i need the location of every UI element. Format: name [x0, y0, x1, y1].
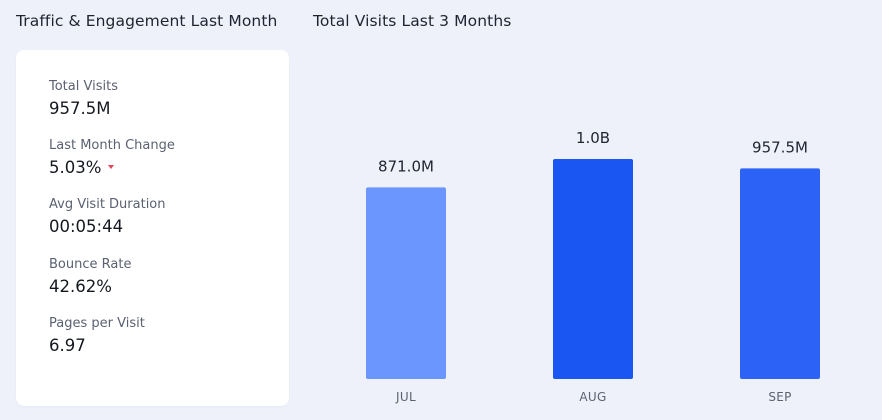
metrics-card: Total Visits 957.5M Last Month Change 5.… [16, 50, 289, 406]
metric-label: Bounce Rate [49, 257, 132, 272]
bar-jul[interactable] [366, 187, 446, 379]
bar-aug[interactable] [553, 159, 633, 379]
bar-sep[interactable] [740, 168, 820, 379]
bar-value-label: 1.0B [576, 129, 610, 147]
metric-value: 6.97 [49, 336, 86, 355]
total-visits-chart-title: Total Visits Last 3 Months [313, 12, 512, 30]
metric-value: 00:05:44 [49, 217, 124, 236]
metric-last-month-change: Last Month Change 5.03% [49, 138, 175, 178]
caret-down-icon [108, 164, 115, 169]
metric-label: Total Visits [49, 79, 118, 94]
metric-value-row: 5.03% [49, 158, 175, 178]
traffic-engagement-title: Traffic & Engagement Last Month [16, 12, 278, 30]
metric-value: 957.5M [49, 99, 111, 118]
x-tick-label: JUL [395, 390, 416, 404]
x-tick-label: AUG [579, 390, 606, 404]
metric-label: Last Month Change [49, 138, 175, 153]
metric-label: Avg Visit Duration [49, 197, 166, 212]
metric-bounce-rate: Bounce Rate 42.62% [49, 257, 131, 297]
bar-value-label: 957.5M [752, 138, 808, 156]
x-tick-label: SEP [768, 390, 791, 404]
metric-label: Pages per Visit [49, 316, 145, 331]
metric-value: 5.03% [49, 158, 102, 177]
metric-value: 42.62% [49, 277, 112, 296]
metric-total-visits: Total Visits 957.5M [49, 79, 118, 119]
metric-avg-visit-duration: Avg Visit Duration 00:05:44 [49, 197, 166, 237]
metric-pages-per-visit: Pages per Visit 6.97 [49, 316, 145, 356]
bar-value-label: 871.0M [378, 157, 434, 175]
